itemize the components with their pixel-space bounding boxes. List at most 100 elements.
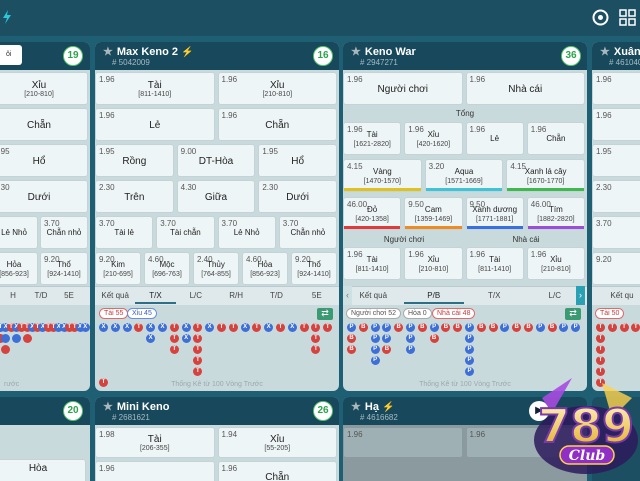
favorite-star-icon[interactable]: ★ bbox=[351, 46, 361, 58]
play-button[interactable]: ▶ bbox=[529, 401, 549, 421]
bet-cell[interactable]: 4.60 Mộc [696-763] bbox=[144, 252, 190, 285]
result-dot: T bbox=[311, 345, 321, 354]
bet-range: [420-1358] bbox=[355, 215, 389, 223]
bet-cell[interactable]: 46.00 Đỏ [420-1358] bbox=[343, 197, 402, 230]
favorite-star-icon[interactable]: ★ bbox=[351, 401, 361, 413]
game-panel-max-keno[interactable]: ★ Max Keno 2 ⚡ # 5042009 16 1.96 Tài [811-14… bbox=[95, 42, 339, 391]
settings-icon[interactable] bbox=[592, 9, 609, 26]
close-tag[interactable]: ôi bbox=[0, 45, 22, 65]
bet-cell[interactable]: 1.95 bbox=[592, 144, 640, 177]
swap-icon[interactable]: ⇄ bbox=[565, 308, 581, 320]
bet-cell[interactable]: 1.96 Tài [811-1410] bbox=[95, 72, 215, 105]
grid-view-icon[interactable] bbox=[619, 9, 636, 26]
tab-3[interactable]: R/H bbox=[229, 291, 244, 300]
countdown-badge: 20 bbox=[63, 401, 83, 421]
bet-cell[interactable]: 1.96 Chẵn bbox=[217, 461, 337, 481]
next-arrow-button[interactable]: › bbox=[576, 286, 585, 305]
bet-cell[interactable]: 1.96 Người chơi bbox=[343, 72, 463, 105]
bet-cell[interactable]: 9.50 Xanh dương [1771-1881] bbox=[465, 197, 524, 230]
tab-1[interactable]: T/X bbox=[135, 291, 176, 304]
bet-cell[interactable]: 9.00 DT-Hòa bbox=[176, 144, 256, 177]
result-dot: T bbox=[596, 367, 605, 376]
tab-0[interactable]: Kết quả bbox=[359, 291, 388, 300]
tab-2[interactable]: 5E bbox=[64, 291, 74, 300]
tab-2[interactable]: T/X bbox=[488, 291, 501, 300]
bet-cell[interactable]: Hỏa [856-923] bbox=[0, 252, 38, 285]
bet-cell[interactable]: 2.30 bbox=[592, 180, 640, 213]
bet-cell[interactable]: 1.96 Tài [1621-2820] bbox=[343, 122, 402, 155]
bet-cell[interactable]: 1.96 Xỉu [210-810] bbox=[526, 247, 585, 280]
bet-cell[interactable]: Lẻ Nhỏ bbox=[0, 216, 38, 249]
game-panel-left-bottom[interactable]: 20 Hòa bbox=[0, 397, 90, 481]
bet-cell[interactable]: 2.30 Trên bbox=[95, 180, 174, 213]
bet-cell[interactable]: 3.70 Lẻ Nhỏ bbox=[217, 216, 276, 249]
tab-3[interactable]: L/C bbox=[548, 291, 561, 300]
game-panel-left[interactable]: ôi 19 Xỉu[210-810] Chẵn 1.95 Hổ 2.30 Dưới Lẻ N… bbox=[0, 42, 90, 391]
bet-cell[interactable]: 3.70 Tài lẻ bbox=[95, 216, 154, 249]
bet-odds: 1.94 bbox=[221, 430, 238, 439]
bet-cell[interactable]: 9.20 bbox=[592, 252, 640, 285]
bet-cell[interactable]: 1.96 Nhà cái bbox=[465, 72, 585, 105]
swap-icon[interactable]: ⇄ bbox=[317, 308, 333, 320]
bet-cell[interactable]: 1.95 Hổ bbox=[0, 144, 88, 177]
prev-arrow-button[interactable]: ‹ bbox=[343, 286, 352, 305]
game-panel-keno-war[interactable]: ★ Keno War # 2947271 36 1.96 Người chơi 1.9… bbox=[343, 42, 587, 391]
bet-cell[interactable]: 2.30 Dưới bbox=[0, 180, 88, 213]
bet-cell[interactable]: 4.15 Xanh lá cây [1670-1770] bbox=[506, 159, 585, 192]
bet-cell[interactable]: 3.70 Chẵn nhỏ bbox=[40, 216, 88, 249]
bet-cell[interactable]: Hòa bbox=[0, 459, 86, 481]
bet-cell[interactable]: 1.96 Chẵn bbox=[217, 108, 337, 141]
bet-cell[interactable]: 1.96 Chẵn bbox=[526, 122, 585, 155]
bet-cell[interactable]: 1.96 Xỉu [210-810] bbox=[404, 247, 463, 280]
bet-cell[interactable]: 4.60 Hỏa [856-923] bbox=[242, 252, 288, 285]
bet-cell[interactable]: 1.96 Tài [811-1410] bbox=[465, 247, 524, 280]
bet-cell[interactable]: 9.20 Thổ [924-1410] bbox=[291, 252, 337, 285]
bet-cell[interactable]: 1.95 Rồng bbox=[95, 144, 174, 177]
result-dot: X bbox=[11, 323, 21, 332]
bet-name: Xỉu bbox=[427, 129, 440, 139]
bet-odds: 9.00 bbox=[180, 147, 197, 156]
bet-cell[interactable]: Chẵn bbox=[0, 108, 88, 141]
bet-cell[interactable]: 1.96 bbox=[592, 72, 640, 105]
bet-cell[interactable]: 1.96 Lẻ bbox=[465, 122, 524, 155]
favorite-star-icon[interactable]: ★ bbox=[103, 401, 113, 413]
bet-cell[interactable]: Xỉu [210-810] bbox=[0, 72, 88, 105]
tab-5[interactable]: 5E bbox=[311, 291, 322, 300]
bet-cell[interactable]: 2.30 Dưới bbox=[258, 180, 337, 213]
tab-1[interactable]: T/D bbox=[34, 291, 48, 300]
bet-cell[interactable]: 3.70 Chẵn nhỏ bbox=[278, 216, 337, 249]
bet-cell[interactable]: 3.70 bbox=[592, 216, 640, 249]
tab-0[interactable]: H bbox=[10, 291, 16, 300]
bet-cell[interactable]: 1.96 Lẻ bbox=[95, 108, 215, 141]
bet-cell[interactable]: 1.96 bbox=[592, 108, 640, 141]
bet-cell[interactable]: 1.96 Xỉu [210-810] bbox=[217, 72, 337, 105]
favorite-star-icon[interactable]: ★ bbox=[103, 46, 113, 58]
bet-cell[interactable]: 1.94 Xỉu [55-205] bbox=[217, 427, 337, 458]
tab-0[interactable]: Kết quả bbox=[101, 291, 129, 300]
bet-cell[interactable]: 1.98 Tài [206-355] bbox=[95, 427, 215, 458]
bet-cell[interactable]: 4.30 Giữa bbox=[176, 180, 256, 213]
tab-4[interactable]: T/D bbox=[270, 291, 283, 300]
bet-name: Tài lẻ bbox=[114, 227, 134, 237]
bet-cell[interactable]: 1.95 Hổ bbox=[258, 144, 337, 177]
bet-cell[interactable]: 46.00 Tím [1882-2820] bbox=[526, 197, 585, 230]
tab-1[interactable]: P/B bbox=[403, 291, 464, 304]
bet-cell[interactable]: 4.15 Vàng [1470-1570] bbox=[343, 159, 422, 192]
favorite-star-icon[interactable]: ★ bbox=[600, 46, 610, 58]
tab-0[interactable]: Kết qu bbox=[610, 291, 634, 300]
bet-odds: 1.96 bbox=[469, 250, 486, 259]
game-panel-mini-keno[interactable]: ★ Mini Keno # 2681621 26 1.98 Tài [206-355]… bbox=[95, 397, 339, 481]
bet-cell[interactable]: 2.40 Thủy [764-855] bbox=[193, 252, 239, 285]
bet-cell[interactable]: 9.20 Kim [210-695] bbox=[95, 252, 141, 285]
game-panel-xuan[interactable]: ★ Xuân # 461040 1.96 1.96 1.95 2.30 3.70 9.20 … bbox=[592, 42, 640, 391]
bet-cell[interactable]: 1.96 Xỉu [420-1620] bbox=[404, 122, 463, 155]
bet-cell[interactable]: 1.96 bbox=[343, 427, 463, 458]
result-tabs: Kết quả P/B T/X L/C bbox=[343, 286, 587, 305]
bet-cell[interactable]: 1.96 bbox=[95, 461, 215, 481]
tab-2[interactable]: L/C bbox=[189, 291, 203, 300]
bet-cell[interactable]: 9.50 Cam [1359-1469] bbox=[404, 197, 463, 230]
bet-cell[interactable]: 3.20 Aqua [1571-1669] bbox=[424, 159, 504, 192]
bet-cell[interactable]: 9.20 Thổ [924-1410] bbox=[40, 252, 88, 285]
bet-cell[interactable]: 3.70 Tài chẵn bbox=[156, 216, 215, 249]
bet-cell[interactable]: 1.96 Tài [811-1410] bbox=[343, 247, 402, 280]
